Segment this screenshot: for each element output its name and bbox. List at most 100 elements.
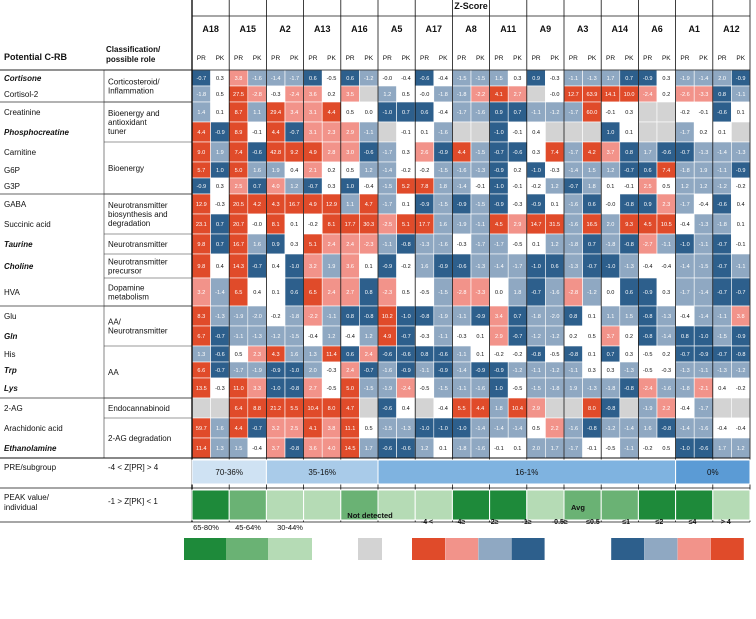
cell-value: 0.6 bbox=[644, 168, 652, 174]
cell-value: -1.0 bbox=[289, 368, 299, 374]
cell-value: 1.2 bbox=[737, 446, 745, 452]
cell-value: -0.3 bbox=[327, 368, 337, 374]
cell-value: -1.4 bbox=[699, 76, 709, 82]
cell-value: -1.6 bbox=[252, 76, 262, 82]
pre-subgroup-label: PRE/subgroup bbox=[4, 463, 57, 472]
cell-value: 4.4 bbox=[272, 130, 280, 136]
cell-value: 0.8 bbox=[681, 334, 689, 340]
cell-value: -0.1 bbox=[587, 446, 597, 452]
cell-value: 0.7 bbox=[216, 242, 224, 248]
cell-value: -0.6 bbox=[382, 352, 392, 358]
cell-value: 0.7 bbox=[253, 184, 261, 190]
class-label: Bioenergy bbox=[108, 164, 144, 173]
cell-value: 17.7 bbox=[419, 222, 430, 228]
cell-value: 3.1 bbox=[309, 110, 317, 116]
cell-value: 1.9 bbox=[569, 386, 577, 392]
cell-value: 31.5 bbox=[549, 222, 560, 228]
cell-value: 3.3 bbox=[253, 386, 261, 392]
cell-value: -1.8 bbox=[568, 242, 578, 248]
cell-value: -1.3 bbox=[401, 426, 411, 432]
cell-value: -0.1 bbox=[513, 184, 523, 190]
heatmap-cell bbox=[638, 101, 658, 123]
cell-value: -1.4 bbox=[513, 426, 523, 432]
cell-value: -1.8 bbox=[606, 242, 616, 248]
cell-value: 8.7 bbox=[235, 110, 243, 116]
cell-value: 2.0 bbox=[718, 76, 726, 82]
cell-value: 4.2 bbox=[588, 150, 596, 156]
cell-value: 3.0 bbox=[346, 150, 354, 156]
cell-value: 0.9 bbox=[532, 76, 540, 82]
cell-value: 0.8 bbox=[718, 92, 726, 98]
heatmap-cell bbox=[545, 121, 565, 143]
cell-value: -2.1 bbox=[699, 386, 709, 392]
cell-value: -0.3 bbox=[513, 202, 523, 208]
cell-value: 10.4 bbox=[512, 406, 523, 412]
cell-value: -0.6 bbox=[513, 150, 523, 156]
cell-value: -1.2 bbox=[531, 334, 541, 340]
subcolumn-label: PR bbox=[532, 55, 541, 62]
cell-value: 4.1 bbox=[309, 426, 317, 432]
peak-value-bar bbox=[265, 489, 305, 521]
cell-value: -1.2 bbox=[271, 334, 281, 340]
cell-value: -0.4 bbox=[680, 314, 690, 320]
cell-value: 30.3 bbox=[363, 222, 374, 228]
cell-value: 1.6 bbox=[439, 222, 447, 228]
cell-value: 11.1 bbox=[345, 426, 355, 432]
cell-value: 0.4 bbox=[402, 406, 410, 412]
subcolumn-label: PR bbox=[680, 55, 689, 62]
row-label: Choline bbox=[4, 262, 34, 271]
subcolumn-label: PR bbox=[643, 55, 652, 62]
cell-value: 1.7 bbox=[365, 446, 373, 452]
cell-value: -0.3 bbox=[457, 334, 467, 340]
pre-subgroup-bar bbox=[675, 459, 751, 485]
cell-value: -1.5 bbox=[717, 334, 727, 340]
cell-value: 1.5 bbox=[235, 446, 243, 452]
cell-value: -1.8 bbox=[680, 168, 690, 174]
cell-value: 0.1 bbox=[290, 222, 298, 228]
cell-value: 3.6 bbox=[346, 264, 354, 270]
cell-value: -0.4 bbox=[717, 426, 727, 432]
class-label: Bioenergy and antioxidant tuner bbox=[108, 109, 160, 136]
cell-value: 2.7 bbox=[514, 92, 522, 98]
cell-value: 20.5 bbox=[233, 202, 244, 208]
class-label: Corticosteroid/Inflammation bbox=[108, 78, 160, 96]
row-label: Arachidonic acid bbox=[4, 424, 63, 433]
cell-value: 0.1 bbox=[272, 290, 280, 296]
cell-value: -0.7 bbox=[624, 168, 634, 174]
cell-value: -0.2 bbox=[680, 110, 690, 116]
cell-value: 0.4 bbox=[272, 264, 280, 270]
cell-value: -0.3 bbox=[457, 242, 467, 248]
cell-value: -0.1 bbox=[494, 446, 504, 452]
cell-value: -1.0 bbox=[457, 426, 467, 432]
cell-value: 0.7 bbox=[514, 110, 522, 116]
subcolumn-label: PK bbox=[699, 55, 708, 62]
cell-value: -2.3 bbox=[364, 242, 374, 248]
cell-value: 5.1 bbox=[402, 222, 410, 228]
cell-value: 1.9 bbox=[272, 168, 280, 174]
cell-value: 2.6 bbox=[421, 150, 429, 156]
subcolumn-label: PR bbox=[718, 55, 727, 62]
cell-value: 0.3 bbox=[290, 242, 298, 248]
cell-value: 0.1 bbox=[551, 202, 559, 208]
cell-value: 17.7 bbox=[345, 222, 356, 228]
cell-value: 4.4 bbox=[458, 150, 466, 156]
cell-value: 0.3 bbox=[514, 76, 522, 82]
subject-label: A6 bbox=[651, 24, 663, 34]
cell-value: -1.6 bbox=[661, 386, 671, 392]
cell-value: -1.3 bbox=[420, 242, 430, 248]
cell-value: -0.5 bbox=[606, 446, 616, 452]
cell-value: -1.6 bbox=[568, 222, 578, 228]
cell-value: -0.7 bbox=[289, 130, 299, 136]
heatmap-cell bbox=[359, 397, 379, 419]
legend-label: 30-44% bbox=[277, 523, 303, 532]
class-label: Neurotransmitter precursor bbox=[108, 258, 168, 276]
cell-value: -1.2 bbox=[550, 334, 560, 340]
heatmap-cell bbox=[656, 121, 676, 143]
cell-value: -1.7 bbox=[568, 110, 578, 116]
cell-value: 2.7 bbox=[346, 290, 354, 296]
cell-value: -0.6 bbox=[457, 264, 467, 270]
cell-value: -0.9 bbox=[494, 168, 504, 174]
cell-value: 0.4 bbox=[718, 386, 726, 392]
cell-value: -1.4 bbox=[215, 290, 225, 296]
cell-value: 2.3 bbox=[328, 130, 336, 136]
